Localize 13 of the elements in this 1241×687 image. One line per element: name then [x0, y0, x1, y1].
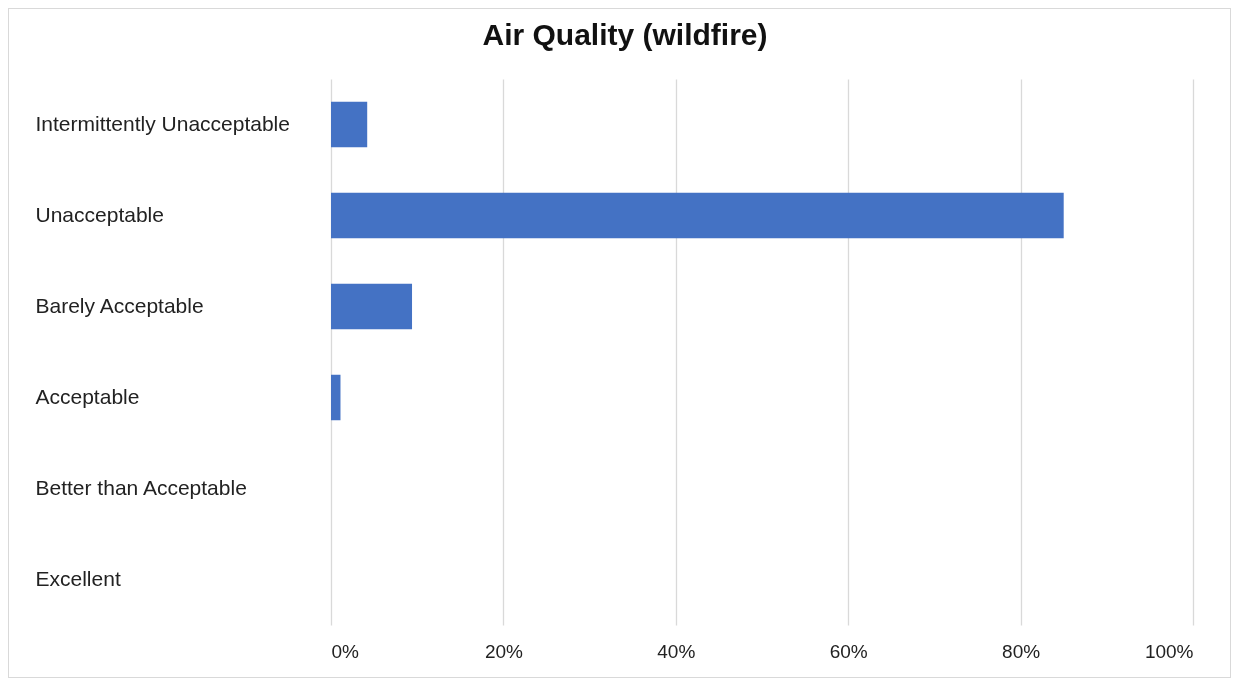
y-tick-label: Intermittently Unacceptable: [35, 111, 290, 135]
chart-title: Air Quality (wildfire): [482, 18, 768, 51]
y-tick-label: Unacceptable: [35, 202, 164, 226]
x-tick-label: 60%: [829, 640, 868, 662]
x-tick-label: 100%: [1144, 640, 1194, 662]
x-tick-label: 0%: [331, 640, 360, 662]
y-tick-label: Excellent: [35, 566, 121, 590]
x-tick-label: 20%: [484, 640, 524, 662]
y-tick-label: Better than Acceptable: [35, 475, 247, 499]
x-tick-label: 80%: [1002, 640, 1041, 662]
y-tick-label: Barely Acceptable: [35, 293, 204, 317]
y-tick-label: Acceptable: [35, 384, 140, 408]
x-tick-label: 40%: [657, 640, 696, 662]
